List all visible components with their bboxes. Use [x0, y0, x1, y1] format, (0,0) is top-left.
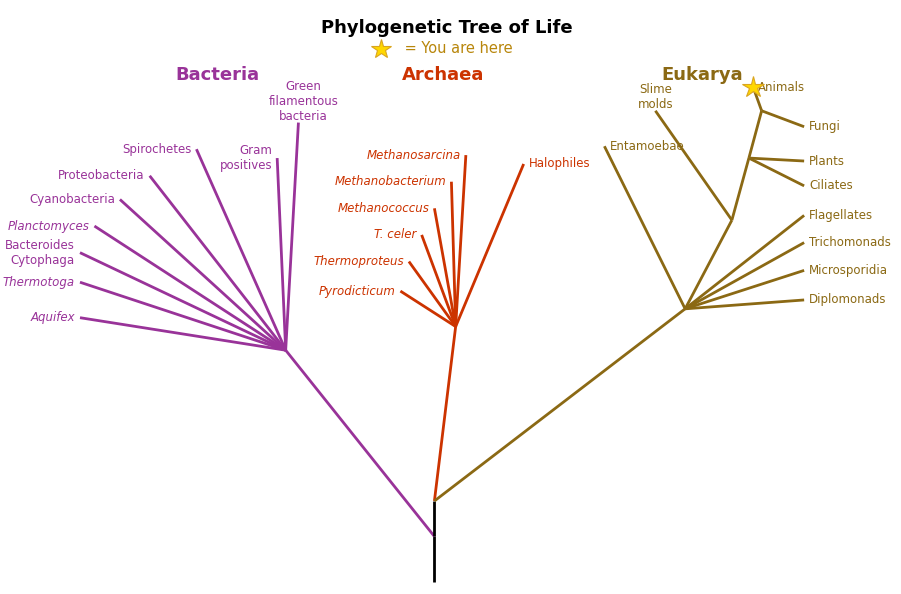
Text: Planctomyces: Planctomyces: [7, 220, 89, 233]
Text: Thermoproteus: Thermoproteus: [314, 255, 404, 268]
Text: Green
filamentous
bacteria: Green filamentous bacteria: [268, 80, 339, 122]
Text: Fungi: Fungi: [809, 120, 842, 133]
Text: Ciliates: Ciliates: [809, 179, 853, 192]
Text: Phylogenetic Tree of Life: Phylogenetic Tree of Life: [322, 19, 573, 37]
Text: Spirochetes: Spirochetes: [122, 143, 191, 156]
Text: Plants: Plants: [809, 154, 845, 168]
Text: Methanobacterium: Methanobacterium: [334, 175, 446, 188]
Text: Trichomonads: Trichomonads: [809, 236, 891, 249]
Text: Thermotoga: Thermotoga: [3, 276, 75, 289]
Text: Archaea: Archaea: [402, 67, 484, 84]
Text: Bacteria: Bacteria: [176, 67, 259, 84]
Text: Flagellates: Flagellates: [809, 209, 873, 222]
Text: = You are here: = You are here: [400, 41, 513, 56]
Text: Diplomonads: Diplomonads: [809, 293, 887, 307]
Text: Entamoebae: Entamoebae: [609, 140, 684, 153]
Text: Slime
molds: Slime molds: [638, 83, 673, 110]
Text: Microsporidia: Microsporidia: [809, 264, 888, 277]
Text: Aquifex: Aquifex: [31, 311, 75, 324]
Text: T. celer: T. celer: [374, 229, 416, 241]
Text: Proteobacteria: Proteobacteria: [58, 169, 144, 182]
Text: Eukarya: Eukarya: [661, 67, 743, 84]
Text: Halophiles: Halophiles: [529, 157, 590, 170]
Text: Methanococcus: Methanococcus: [338, 202, 429, 215]
Text: Methanosarcina: Methanosarcina: [367, 148, 460, 162]
Text: Gram
positives: Gram positives: [220, 144, 272, 172]
Text: Cyanobacteria: Cyanobacteria: [29, 193, 114, 206]
Text: Bacteroides
Cytophaga: Bacteroides Cytophaga: [5, 239, 75, 267]
Text: Animals: Animals: [759, 81, 805, 94]
Text: Pyrodicticum: Pyrodicticum: [318, 285, 396, 298]
